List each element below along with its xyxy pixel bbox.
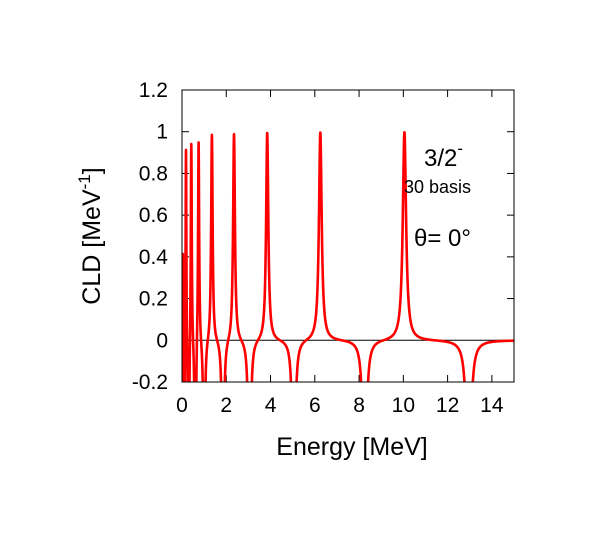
y-axis-ticks: -0.2 0 0.2 0.4 0.6 0.8 1 1.2 xyxy=(132,79,514,394)
y-tick-label: 0.2 xyxy=(139,288,168,311)
x-tick-label: 8 xyxy=(353,394,365,417)
x-tick-label: 6 xyxy=(309,394,321,417)
x-tick-label: 12 xyxy=(436,394,459,417)
y-tick-label: -0.2 xyxy=(132,371,168,394)
y-axis-label-end: ] xyxy=(78,167,106,174)
y-tick-label: 0.4 xyxy=(139,246,169,269)
y-axis-label-main: CLD [MeV xyxy=(78,189,106,305)
theta-annotation: θ= 0° xyxy=(414,225,471,252)
cld-series-line xyxy=(182,130,514,382)
x-tick-label: 14 xyxy=(480,394,504,417)
x-axis-ticks: 0 2 4 6 8 10 12 14 xyxy=(176,90,504,417)
x-tick-label: 4 xyxy=(265,394,277,417)
x-tick-label: 10 xyxy=(392,394,415,417)
y-axis-label: CLD [MeV-1] xyxy=(75,167,106,304)
y-axis-label-superscript: -1 xyxy=(75,174,94,189)
y-tick-label: 1.2 xyxy=(139,79,168,102)
y-tick-label: 1 xyxy=(156,121,168,144)
basis-annotation: 30 basis xyxy=(404,177,471,197)
state-annotation-superscript: - xyxy=(457,139,463,158)
y-tick-label: 0.8 xyxy=(139,162,168,185)
x-tick-label: 2 xyxy=(220,394,232,417)
x-tick-label: 0 xyxy=(176,394,188,417)
plot-frame xyxy=(181,89,515,383)
state-annotation-main: 3/2 xyxy=(424,145,457,172)
x-axis-label: Energy [MeV] xyxy=(276,433,427,461)
state-annotation: 3/2- xyxy=(424,139,463,172)
y-tick-label: 0.6 xyxy=(139,204,168,227)
y-tick-label: 0 xyxy=(156,329,168,352)
